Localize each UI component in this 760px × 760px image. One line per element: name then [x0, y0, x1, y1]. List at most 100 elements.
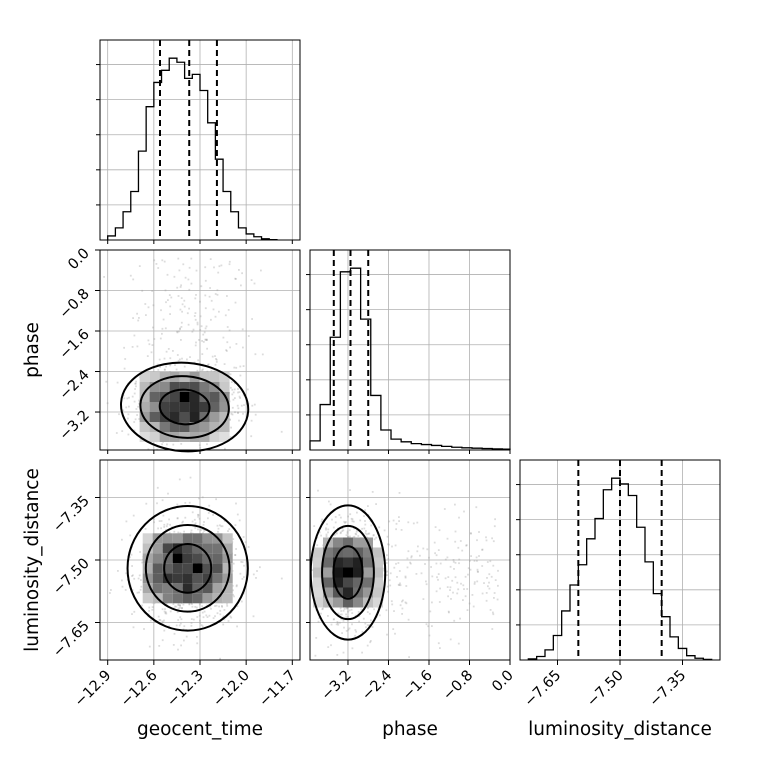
- scatter-point: [241, 561, 244, 563]
- scatter-point: [393, 610, 395, 612]
- scatter-point: [134, 382, 137, 385]
- scatter-point: [181, 357, 183, 360]
- density-cell: [363, 587, 373, 598]
- scatter-point: [347, 536, 349, 538]
- scatter-point: [169, 313, 171, 315]
- contour-level-1: [332, 545, 364, 600]
- scatter-point: [243, 564, 245, 567]
- scatter-point: [138, 418, 141, 420]
- density-cell: [182, 593, 193, 604]
- scatter-point: [437, 642, 440, 645]
- scatter-point: [188, 266, 191, 269]
- scatter-point: [251, 318, 253, 320]
- scatter-point: [184, 276, 187, 279]
- scatter-point: [343, 608, 346, 610]
- scatter-point: [435, 554, 438, 557]
- density-cell: [373, 577, 383, 588]
- density-cell: [333, 597, 343, 608]
- histogram-panel-frame: [309, 249, 511, 451]
- x-tick-label: −7.35: [647, 668, 690, 711]
- scatter-point: [169, 523, 171, 526]
- density-cell: [343, 597, 353, 608]
- scatter-point: [121, 585, 124, 588]
- scatter-point: [188, 603, 191, 606]
- scatter-point: [148, 610, 150, 612]
- scatter-point: [225, 350, 228, 352]
- scatter-point: [396, 576, 398, 578]
- scatter-point: [337, 622, 339, 624]
- scatter-point: [235, 548, 237, 550]
- x-tick-label: −0.8: [440, 668, 476, 704]
- scatter-point: [457, 546, 460, 549]
- density-cell: [363, 577, 373, 588]
- scatter-point: [412, 522, 415, 525]
- scatter-point: [388, 520, 391, 523]
- scatter-point: [332, 618, 335, 621]
- x-tick-label: −12.6: [118, 668, 161, 711]
- scatter-point: [347, 536, 350, 538]
- density-cell: [343, 547, 353, 558]
- scatter-point: [158, 645, 161, 647]
- density-cell: [179, 382, 190, 392]
- scatter-point: [439, 587, 441, 590]
- scatter-point: [165, 301, 167, 304]
- scatter-point: [167, 492, 169, 495]
- density-cell: [149, 392, 160, 402]
- scatter-point: [216, 612, 219, 615]
- scatter-point: [378, 614, 381, 617]
- scatter-point: [472, 605, 475, 608]
- scatter-point: [365, 530, 367, 532]
- scatter-point: [230, 616, 233, 619]
- scatter-point: [187, 323, 190, 326]
- scatter-point: [338, 514, 341, 516]
- scatter-point: [368, 532, 371, 535]
- density-cell: [363, 567, 373, 578]
- scatter-point: [340, 516, 342, 519]
- scatter-point: [348, 609, 351, 612]
- scatter-point: [127, 417, 129, 420]
- scatter-point: [198, 603, 201, 606]
- scatter-point: [345, 534, 348, 537]
- scatter-point: [179, 606, 182, 609]
- scatter-point: [327, 615, 329, 617]
- density-cell: [323, 587, 333, 598]
- scatter-point: [434, 552, 436, 555]
- scatter-point: [227, 620, 230, 622]
- scatter-point: [186, 358, 188, 361]
- scatter-point: [485, 539, 488, 542]
- y-tick-label: −0.8: [57, 286, 93, 322]
- density-cell: [363, 557, 373, 568]
- scatter-point: [241, 328, 244, 331]
- scatter-point: [336, 621, 339, 623]
- scatter-point: [318, 617, 321, 619]
- scatter-point: [196, 323, 199, 326]
- scatter-point: [425, 583, 428, 586]
- density-cell: [182, 533, 193, 544]
- density-cell: [209, 422, 220, 432]
- scatter-point: [122, 394, 125, 397]
- scatter-point: [454, 540, 457, 543]
- scatter-point: [163, 619, 165, 622]
- scatter-point: [147, 339, 150, 342]
- scatter-point: [190, 622, 193, 624]
- density-cell: [142, 543, 153, 554]
- scatter-point: [280, 430, 283, 433]
- density-cell: [373, 547, 383, 558]
- scatter-point: [184, 502, 187, 504]
- density-cell: [209, 412, 220, 422]
- scatter-point: [401, 600, 403, 603]
- scatter-point: [197, 515, 200, 518]
- scatter-point: [354, 532, 357, 535]
- scatter-point: [163, 368, 166, 371]
- scatter-point: [151, 608, 154, 611]
- scatter-point: [161, 327, 164, 330]
- scatter-point: [191, 330, 194, 333]
- scatter-point: [410, 555, 413, 558]
- scatter-point: [222, 616, 224, 619]
- scatter-point: [219, 524, 221, 527]
- scatter-point: [237, 388, 239, 390]
- scatter-point: [389, 572, 392, 575]
- scatter-point: [141, 289, 144, 292]
- scatter-point: [318, 531, 321, 534]
